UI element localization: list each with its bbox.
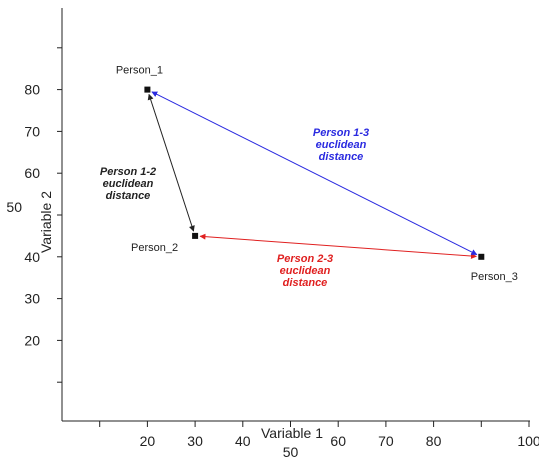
x-tick-label: 30 — [187, 433, 203, 449]
y-ticks: 20 30 40 50 60 70 80 — [6, 47, 62, 383]
y-tick-label: 80 — [24, 82, 40, 98]
distance-annotation: Person 1-2 — [100, 166, 156, 178]
point-label: Person_1 — [116, 65, 163, 77]
x-tick-label: 80 — [426, 433, 442, 449]
point-label: Person_3 — [471, 271, 518, 283]
distance-line-3 — [151, 91, 478, 256]
distance-line-1 — [147, 93, 195, 232]
x-tick-label: 70 — [378, 433, 394, 449]
data-point — [192, 232, 199, 239]
y-tick-label: 30 — [24, 291, 40, 307]
distance-annotation: distance — [106, 190, 151, 202]
x-axis-title: Variable 1 — [261, 425, 323, 441]
distance-annotation: euclidean — [316, 139, 367, 151]
x-ticks: 20 30 40 50 60 70 80 100 — [99, 421, 539, 460]
distance-annotation: euclidean — [103, 178, 154, 190]
x-tick-label: 20 — [140, 433, 156, 449]
y-tick-label: 20 — [24, 332, 40, 348]
point-label: Person_2 — [131, 242, 178, 254]
distance-line-2 — [199, 233, 477, 260]
distance-annotation: Person 1-3 — [313, 127, 369, 139]
distance-annotation: distance — [283, 277, 328, 289]
y-tick-label: 60 — [24, 165, 40, 181]
x-tick-label: 60 — [330, 433, 346, 449]
data-point — [144, 86, 151, 93]
data-point — [478, 253, 485, 260]
x-tick-label: 100 — [517, 433, 539, 449]
y-tick-label: 50 — [6, 199, 22, 215]
y-tick-label: 70 — [24, 123, 40, 139]
data-points: Person_1 Person_2 Person_3 — [116, 65, 518, 283]
distance-annotation: Person 2-3 — [277, 253, 333, 265]
x-tick-label: 50 — [283, 444, 299, 460]
y-axis-title: Variable 2 — [38, 191, 54, 253]
distance-segments — [147, 91, 478, 260]
x-tick-label: 40 — [235, 433, 251, 449]
distance-annotation: distance — [319, 151, 364, 163]
y-tick-label: 40 — [24, 249, 40, 265]
distance-annotation: euclidean — [280, 265, 331, 277]
